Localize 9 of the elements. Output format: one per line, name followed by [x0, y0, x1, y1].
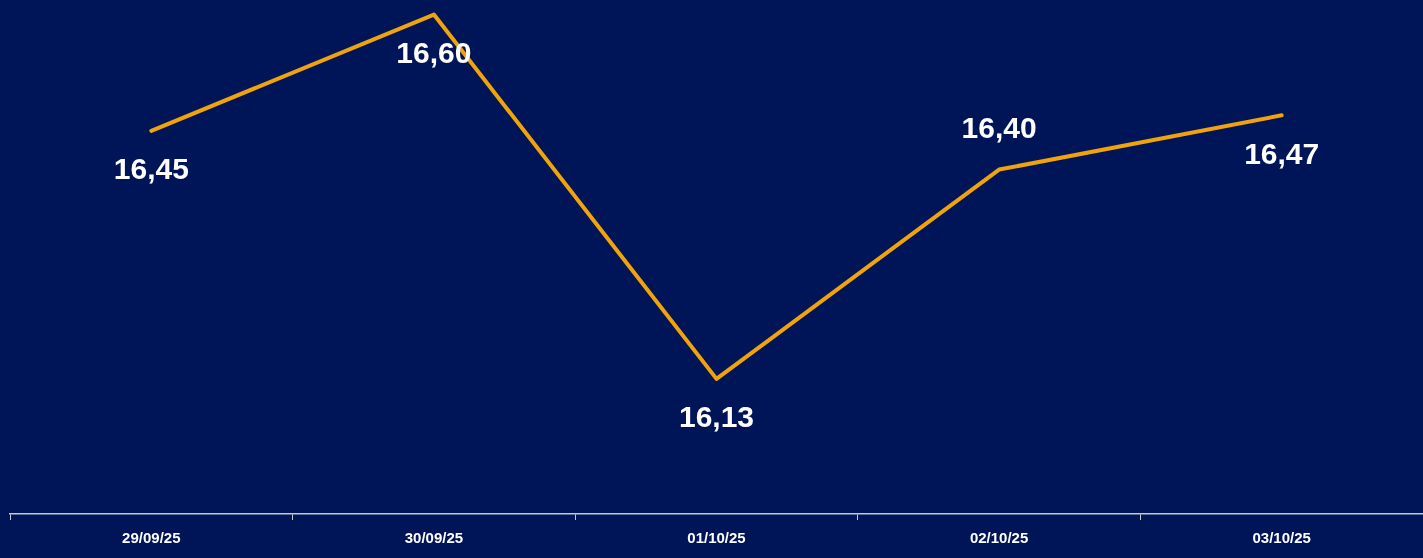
data-label: 16,47 [1244, 136, 1320, 170]
data-label: 16,40 [961, 110, 1037, 144]
data-label: 16,13 [678, 400, 755, 434]
x-tick-label: 30/09/25 [404, 529, 464, 547]
x-tick-label: 02/10/25 [969, 529, 1029, 547]
x-tick-label: 03/10/25 [1252, 529, 1311, 547]
data-label: 16,45 [113, 152, 189, 186]
x-tick-label: 01/10/25 [687, 529, 746, 547]
x-tick-label: 29/09/25 [122, 529, 181, 547]
